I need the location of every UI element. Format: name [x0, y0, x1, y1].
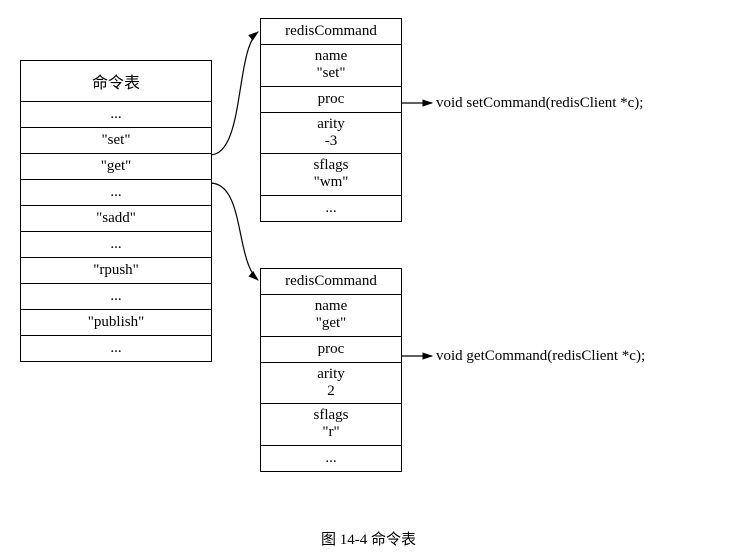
struct-get-sflags-value: "r": [322, 424, 339, 440]
struct-set: redisCommand name "set" proc arity -3 sf…: [260, 18, 402, 222]
command-table-header: 命令表: [21, 61, 211, 102]
command-table-row: "sadd": [21, 206, 211, 232]
command-table-row: "publish": [21, 310, 211, 336]
command-table-row: ...: [21, 284, 211, 310]
struct-set-name-value: "set": [317, 65, 346, 81]
struct-get-more: ...: [261, 446, 401, 471]
struct-set-proc: proc: [261, 87, 401, 113]
struct-get-arity-label: arity: [317, 366, 345, 382]
struct-get-sflags-label: sflags: [314, 407, 349, 423]
struct-set-more: ...: [261, 196, 401, 221]
struct-set-arity: arity -3: [261, 113, 401, 155]
struct-set-header: redisCommand: [261, 19, 401, 45]
edge-set-to-struct: [210, 32, 258, 155]
struct-get-header: redisCommand: [261, 269, 401, 295]
struct-set-arity-value: -3: [325, 133, 338, 149]
struct-get-name: name "get": [261, 295, 401, 337]
struct-get-name-value: "get": [316, 315, 347, 331]
command-table-row: "get": [21, 154, 211, 180]
command-table-row: "rpush": [21, 258, 211, 284]
struct-set-sflags: sflags "wm": [261, 154, 401, 196]
func-get-label: void getCommand(redisClient *c);: [436, 348, 645, 365]
func-set-label: void setCommand(redisClient *c);: [436, 95, 643, 112]
struct-set-name-label: name: [315, 48, 347, 64]
struct-get-sflags: sflags "r": [261, 404, 401, 446]
command-table-row: ...: [21, 102, 211, 128]
struct-set-arity-label: arity: [317, 116, 345, 132]
figure-caption: 图 14-4 命令表: [0, 528, 737, 549]
struct-set-sflags-label: sflags: [314, 157, 349, 173]
command-table-row: ...: [21, 336, 211, 361]
command-table-row: "set": [21, 128, 211, 154]
diagram-root: 命令表 ..."set""get"..."sadd"..."rpush"..."…: [0, 0, 737, 560]
struct-set-name: name "set": [261, 45, 401, 87]
struct-get-name-label: name: [315, 298, 347, 314]
edge-get-to-struct: [210, 183, 258, 280]
command-table-row: ...: [21, 232, 211, 258]
struct-get: redisCommand name "get" proc arity 2 sfl…: [260, 268, 402, 472]
command-table-row: ...: [21, 180, 211, 206]
struct-set-sflags-value: "wm": [314, 174, 349, 190]
struct-get-arity: arity 2: [261, 363, 401, 405]
struct-get-arity-value: 2: [327, 383, 335, 399]
command-table: 命令表 ..."set""get"..."sadd"..."rpush"..."…: [20, 60, 212, 362]
struct-get-proc: proc: [261, 337, 401, 363]
